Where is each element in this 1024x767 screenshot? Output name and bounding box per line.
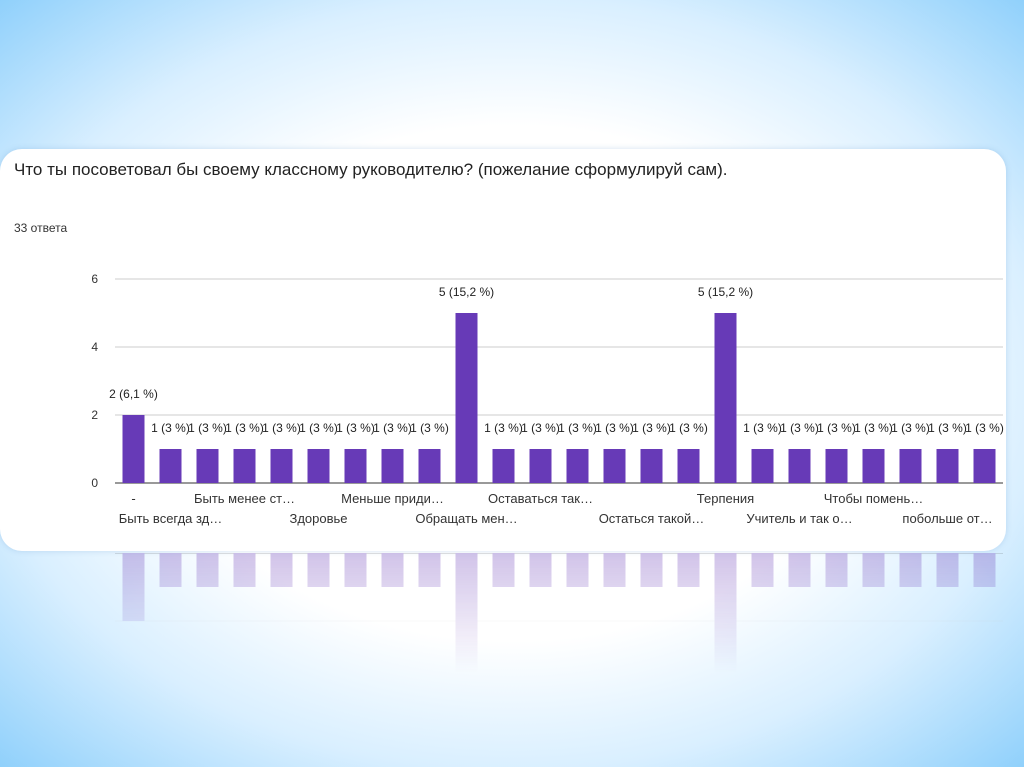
data-label: 1 (3 %) [151,421,190,435]
bar [529,449,552,483]
y-tick-label: 6 [91,272,98,286]
bar [862,553,885,587]
data-label: 1 (3 %) [928,421,967,435]
data-label: 1 (3 %) [854,421,893,435]
bar [196,449,219,483]
bar [455,553,478,693]
data-label: 1 (3 %) [669,421,708,435]
bar-chart-reflection [115,553,1003,693]
bar [640,553,663,587]
bar [159,449,182,483]
bar [122,415,145,483]
data-label: 1 (3 %) [817,421,856,435]
bar [677,449,700,483]
chart-card: Что ты посоветовал бы своему классному р… [0,149,1006,551]
bar [492,449,515,483]
bar [973,553,996,587]
data-label: 1 (3 %) [484,421,523,435]
data-label: 1 (3 %) [188,421,227,435]
chart-reflection [0,553,1006,693]
bar [566,449,589,483]
response-count: 33 ответа [14,221,68,235]
bar [196,553,219,587]
data-label: 1 (3 %) [225,421,264,435]
bar [788,449,811,483]
bar [270,553,293,587]
bar [381,449,404,483]
bar [418,449,441,483]
bar [825,449,848,483]
data-label: 1 (3 %) [891,421,930,435]
data-label: 1 (3 %) [373,421,412,435]
y-tick-label: 4 [91,340,98,354]
bar [566,553,589,587]
bar [122,553,145,621]
data-label: 1 (3 %) [262,421,301,435]
bar [270,449,293,483]
data-label: 1 (3 %) [410,421,449,435]
y-tick-label: 0 [91,476,98,490]
x-tick-label: Обращать мен… [415,511,517,526]
bar [862,449,885,483]
data-label: 1 (3 %) [595,421,634,435]
bar [899,553,922,587]
data-label: 5 (15,2 %) [439,285,494,299]
bar [677,553,700,587]
bar [344,553,367,587]
x-tick-label: Остаться такой… [599,511,705,526]
bar [899,449,922,483]
data-label: 1 (3 %) [558,421,597,435]
data-label: 5 (15,2 %) [698,285,753,299]
x-tick-label: побольше от… [902,511,992,526]
bar [788,553,811,587]
bar [603,553,626,587]
data-label: 1 (3 %) [299,421,338,435]
data-label: 1 (3 %) [780,421,819,435]
bar [233,449,256,483]
bar [825,553,848,587]
y-tick-label: 2 [91,408,98,422]
bar [936,553,959,587]
bar [381,553,404,587]
bar [307,553,330,587]
bar [640,449,663,483]
bar [233,553,256,587]
bar [714,553,737,693]
data-label: 1 (3 %) [743,421,782,435]
bar [751,553,774,587]
bar [529,553,552,587]
x-tick-label: Здоровье [289,511,347,526]
bar [492,553,515,587]
data-label: 1 (3 %) [521,421,560,435]
x-tick-label: Быть менее ст… [194,491,295,506]
x-tick-label: Терпения [697,491,754,506]
bar [936,449,959,483]
bar [714,313,737,483]
x-tick-label: - [131,491,135,506]
data-label: 1 (3 %) [965,421,1004,435]
bar [344,449,367,483]
x-tick-label: Оставаться так… [488,491,593,506]
data-label: 1 (3 %) [632,421,671,435]
bar [418,553,441,587]
x-tick-label: Чтобы помень… [824,491,924,506]
data-label: 2 (6,1 %) [109,387,158,401]
bar [973,449,996,483]
bar [159,553,182,587]
bar [455,313,478,483]
bar [603,449,626,483]
x-tick-label: Меньше приди… [341,491,444,506]
reflection-group [115,553,1003,693]
x-tick-label: Учитель и так о… [746,511,852,526]
bar [751,449,774,483]
x-tick-label: Быть всегда зд… [119,511,223,526]
question-title: Что ты посоветовал бы своему классному р… [14,160,728,179]
data-label: 1 (3 %) [336,421,375,435]
bar [307,449,330,483]
